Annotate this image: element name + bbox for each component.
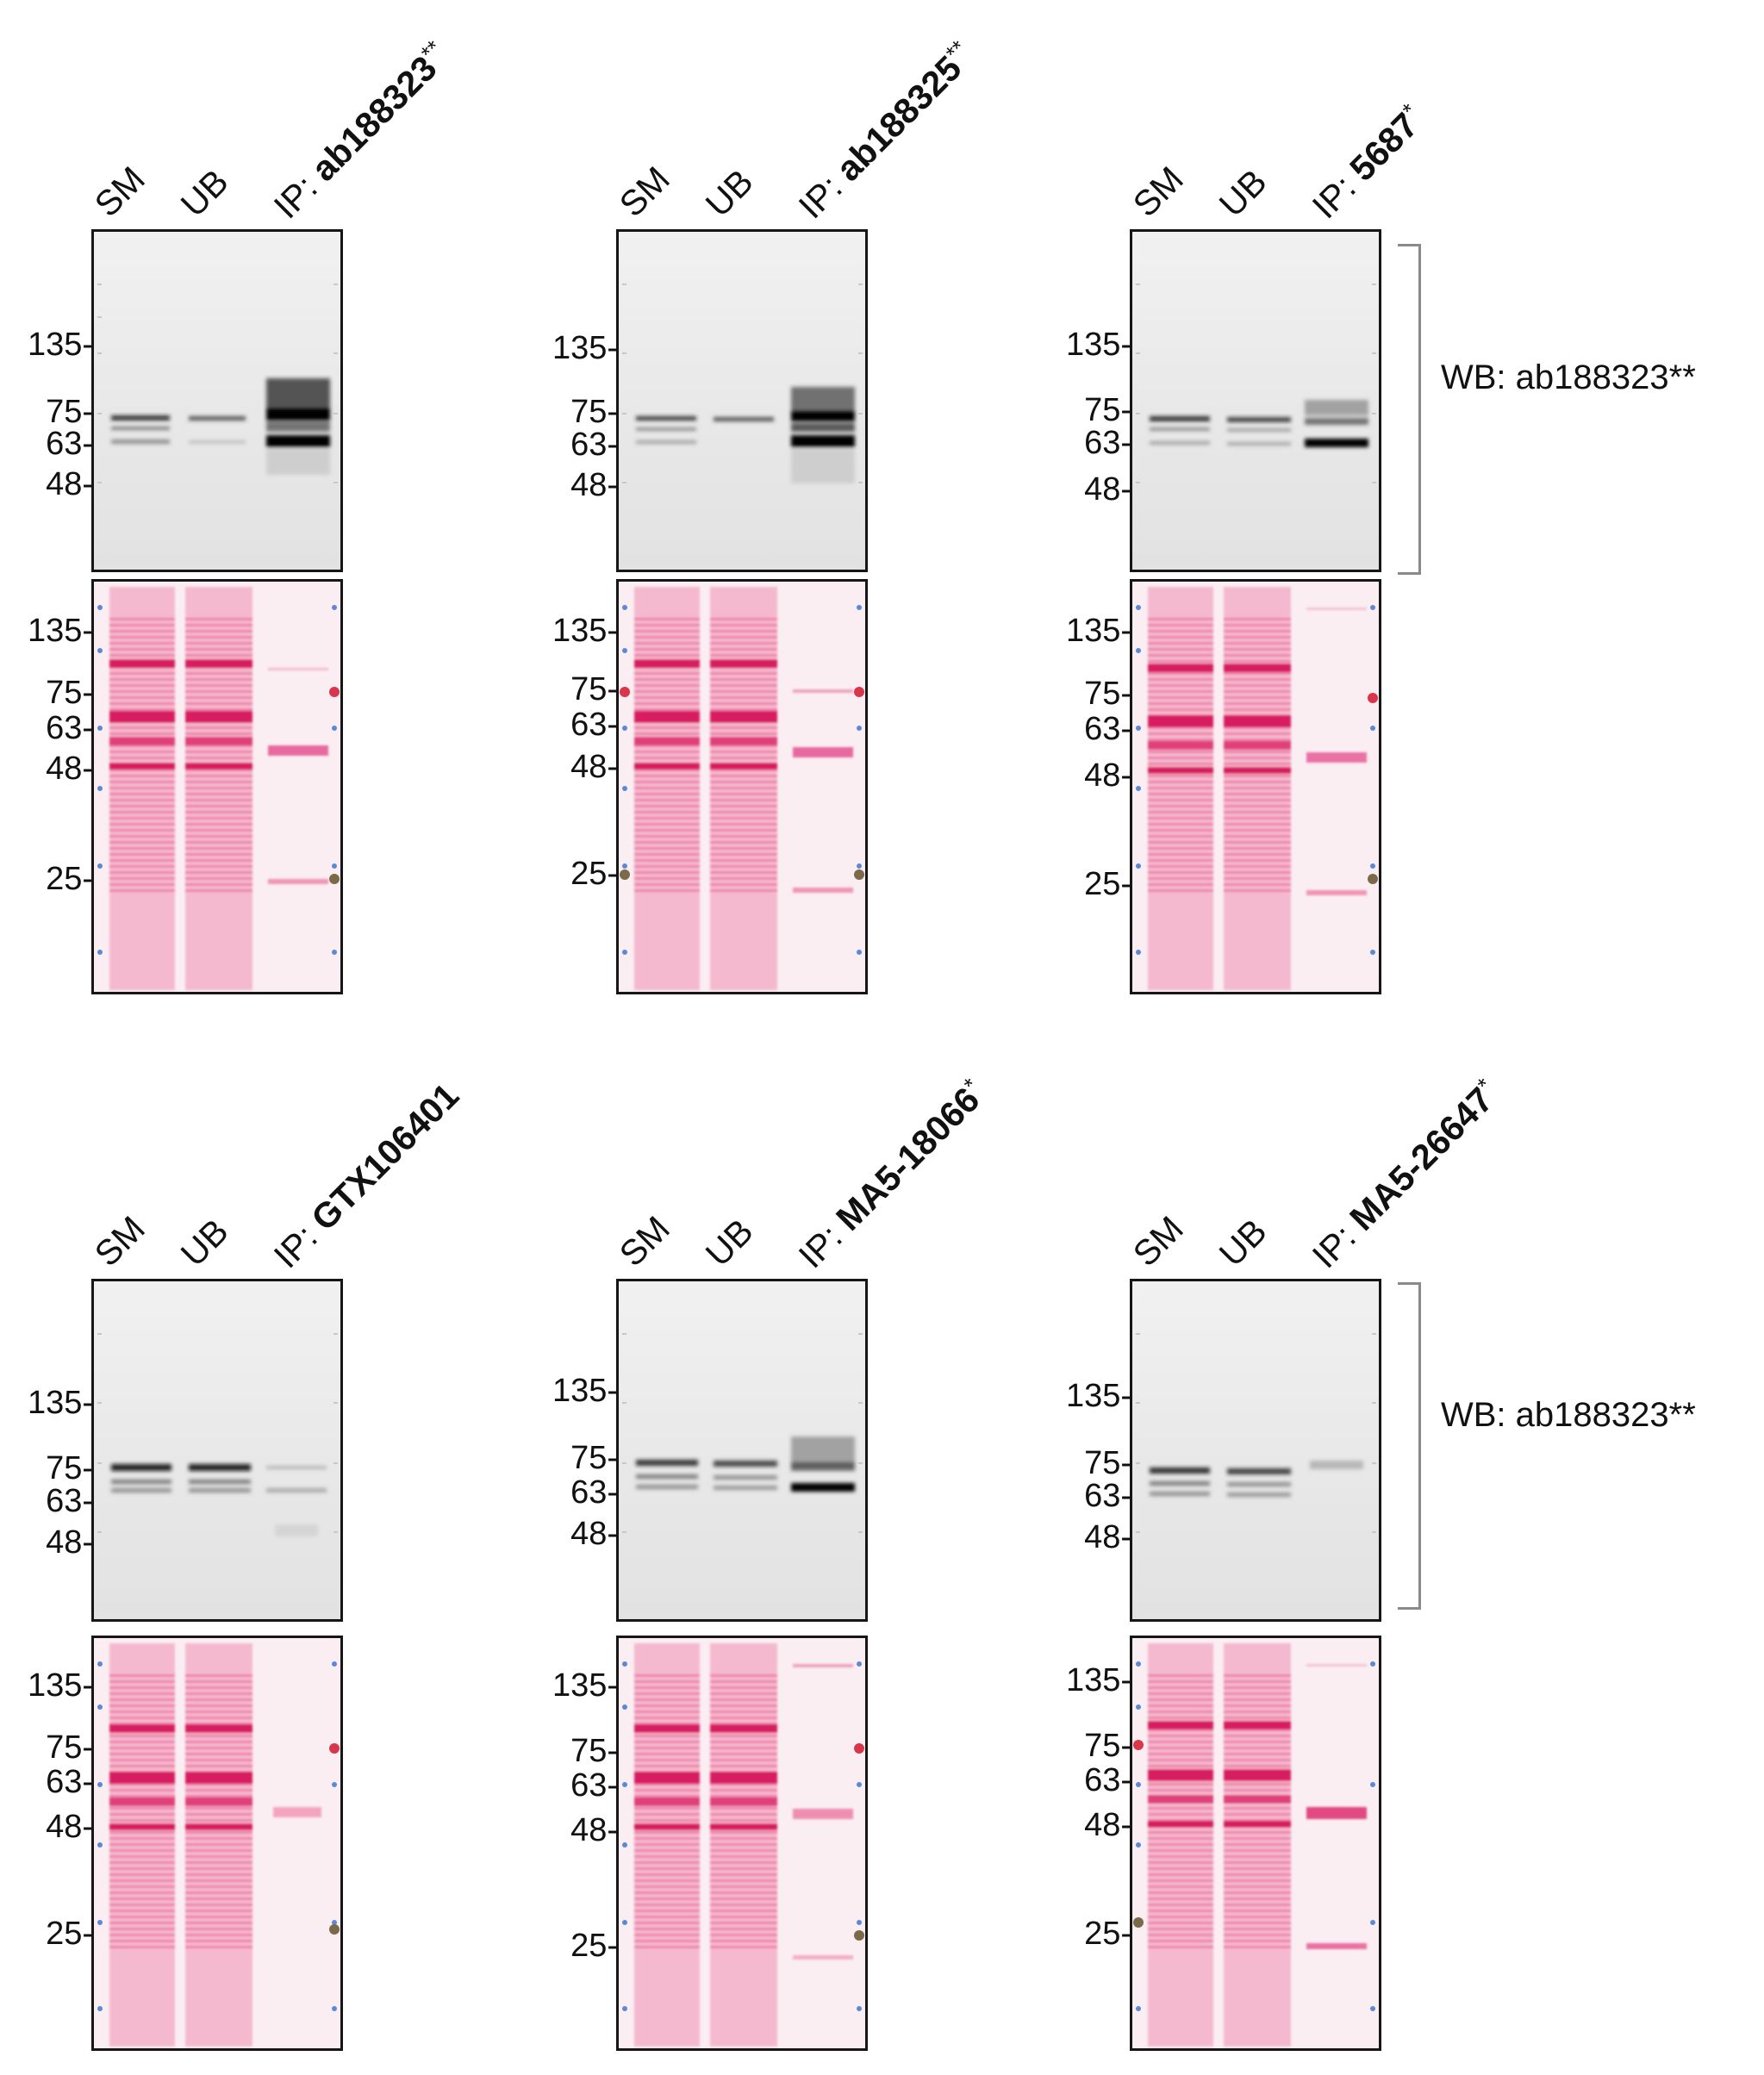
mw-marker: 75- [1084, 1728, 1131, 1764]
ponceau-stain [91, 1636, 343, 2051]
mw-marker: 135- [552, 1667, 618, 1704]
lane-label-sm: SM [1125, 159, 1191, 225]
mw-marker: 75- [46, 394, 93, 430]
panel-ma5-26647: SM UB IP: MA5-26647* 135- 75- 63- 48- [1038, 1050, 1555, 2075]
mw-marker: 48- [46, 1809, 93, 1845]
lane-label-sm: SM [611, 159, 677, 225]
lane-label-ip: IP: GTX106401 [265, 1075, 467, 1276]
mw-marker: 48- [570, 749, 618, 785]
western-blot [91, 1279, 343, 1622]
mw-marker: 48- [570, 467, 618, 503]
mw-marker: 135- [552, 330, 618, 366]
mw-marker: 63- [1084, 1762, 1131, 1798]
lane-label-ub: UB [1211, 161, 1275, 225]
mw-marker: 75- [1084, 676, 1131, 712]
mw-marker: 25- [1084, 1916, 1131, 1952]
lane-label-sm: SM [86, 159, 153, 225]
lane-label-ub: UB [697, 1211, 761, 1274]
mw-marker: 63- [46, 426, 93, 462]
mw-marker: 63- [46, 1483, 93, 1519]
mw-marker: 48- [46, 466, 93, 502]
panel-gtx106401: SM UB IP: GTX106401 135- 75- 63- 48- [0, 1050, 517, 2075]
mw-marker: 135- [27, 1385, 93, 1421]
western-blot [1130, 1279, 1381, 1622]
lane-label-ip: IP: ab188323** [265, 34, 446, 227]
mw-marker: 63- [46, 710, 93, 746]
panel-5687: SM UB IP: 5687* 135- 75- 63- 48- [1038, 0, 1555, 1025]
lane-label-sm: SM [1125, 1208, 1191, 1274]
bracket [1398, 1282, 1421, 1610]
panel-ma5-18066: SM UB IP: MA5-18066* 135- 75- 63- 48- [525, 1050, 1042, 2075]
mw-marker: 48- [1084, 1807, 1131, 1843]
ponceau-stain [616, 579, 868, 994]
mw-marker: 135- [27, 327, 93, 363]
panel-ab188325: SM UB IP: ab188325** 135- 75- 63- 48- [525, 0, 1042, 1025]
mw-marker: 75- [570, 1440, 618, 1476]
mw-marker: 25- [46, 1916, 93, 1952]
mw-marker: 75- [46, 1450, 93, 1486]
mw-marker: 63- [570, 1474, 618, 1511]
lane-label-ip: IP: ab188325** [790, 34, 971, 227]
lane-label-ub: UB [172, 161, 236, 225]
lane-label-sm: SM [86, 1208, 153, 1274]
mw-marker: 135- [1065, 1662, 1131, 1698]
mw-marker: 48- [570, 1812, 618, 1848]
mw-marker: 48- [1084, 471, 1131, 508]
mw-marker: 63- [1084, 425, 1131, 461]
mw-marker: 75- [570, 1733, 618, 1769]
mw-marker: 63- [570, 707, 618, 743]
mw-marker: 63- [570, 1767, 618, 1804]
mw-marker: 48- [570, 1516, 618, 1552]
lane-label-ub: UB [1211, 1211, 1275, 1274]
lane-label-ub: UB [172, 1211, 236, 1274]
mw-marker: 135- [27, 1667, 93, 1704]
lane-label-ip: IP: 5687* [1304, 98, 1426, 227]
western-blot [616, 1279, 868, 1622]
mw-marker: 25- [570, 1928, 618, 1964]
mw-marker: 135- [27, 613, 93, 649]
mw-marker: 48- [1084, 1519, 1131, 1555]
mw-marker: 63- [1084, 1478, 1131, 1514]
lane-label-sm: SM [611, 1208, 677, 1274]
ponceau-stain [1130, 579, 1381, 994]
mw-marker: 135- [1065, 613, 1131, 649]
ponceau-stain [91, 579, 343, 994]
mw-marker: 75- [1084, 392, 1131, 428]
mw-marker: 63- [570, 427, 618, 463]
mw-marker: 75- [46, 1729, 93, 1766]
mw-marker: 75- [570, 394, 618, 430]
mw-marker: 75- [1084, 1445, 1131, 1481]
ponceau-stain [616, 1636, 868, 2051]
mw-marker: 48- [46, 1524, 93, 1561]
western-blot [616, 229, 868, 572]
wb-antibody-label: WB: ab188323** [1441, 358, 1696, 396]
mw-marker: 25- [46, 861, 93, 897]
mw-marker: 135- [1065, 1378, 1131, 1414]
mw-marker: 48- [1084, 757, 1131, 794]
mw-marker: 25- [570, 856, 618, 892]
mw-marker: 75- [570, 671, 618, 707]
mw-marker: 135- [552, 613, 618, 649]
western-blot [91, 229, 343, 572]
mw-marker: 63- [1084, 711, 1131, 747]
mw-marker: 63- [46, 1764, 93, 1800]
mw-marker: 48- [46, 751, 93, 787]
wb-antibody-label: WB: ab188323** [1441, 1396, 1696, 1434]
lane-label-ub: UB [697, 161, 761, 225]
ponceau-stain [1130, 1636, 1381, 2051]
mw-marker: 135- [552, 1373, 618, 1409]
mw-marker: 25- [1084, 866, 1131, 902]
panel-ab188323: SM UB IP: ab188323** 135- 75- 63- 48- [0, 0, 517, 1025]
bracket [1398, 244, 1421, 575]
lane-label-ip: IP: MA5-26647* [1304, 1073, 1501, 1276]
lane-label-ip: IP: MA5-18066* [790, 1073, 988, 1276]
mw-marker: 135- [1065, 327, 1131, 363]
western-blot [1130, 229, 1381, 572]
mw-marker: 75- [46, 675, 93, 711]
